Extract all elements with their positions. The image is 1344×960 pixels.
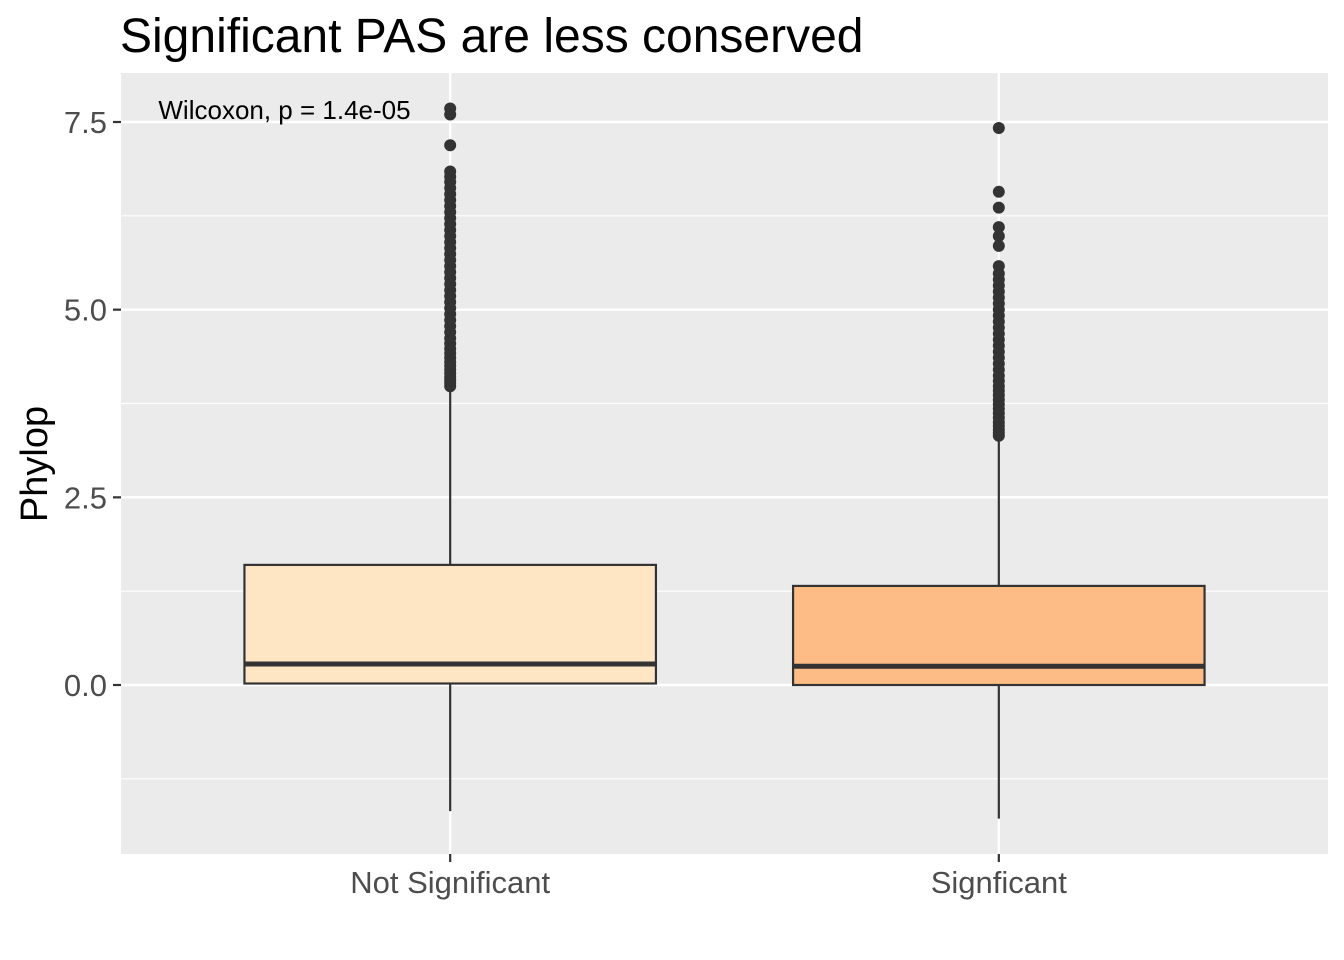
y-tick-label: 0.0 xyxy=(64,668,107,703)
outlier-point xyxy=(992,239,1005,252)
y-tick-label: 2.5 xyxy=(64,480,107,515)
x-tick-label: Not Significant xyxy=(350,865,550,900)
outlier-point xyxy=(444,102,457,115)
y-tick-label: 7.5 xyxy=(64,105,107,140)
outlier-point xyxy=(992,122,1005,135)
y-tick-label: 5.0 xyxy=(64,293,107,328)
y-axis-title: Phylop xyxy=(14,406,56,522)
outlier-point xyxy=(444,139,457,152)
axes: 0.0 2.5 5.0 7.5 Not Significant Signficant xyxy=(64,105,1067,900)
chart-title: Significant PAS are less conserved xyxy=(120,10,863,63)
outlier-point xyxy=(992,185,1005,198)
outlier-point xyxy=(992,221,1005,234)
box-iqr xyxy=(791,584,1206,687)
outlier-point xyxy=(992,201,1005,214)
outlier-point xyxy=(992,230,1005,243)
outlier-point xyxy=(444,165,457,178)
box-group xyxy=(791,122,1206,819)
x-tick-label: Signficant xyxy=(931,865,1068,900)
wilcoxon-annotation: Wilcoxon, p = 1.4e-05 xyxy=(158,95,410,125)
box-group xyxy=(243,102,658,812)
boxes xyxy=(243,102,1206,819)
plot-panel xyxy=(121,73,1328,854)
outlier-point xyxy=(992,260,1005,273)
